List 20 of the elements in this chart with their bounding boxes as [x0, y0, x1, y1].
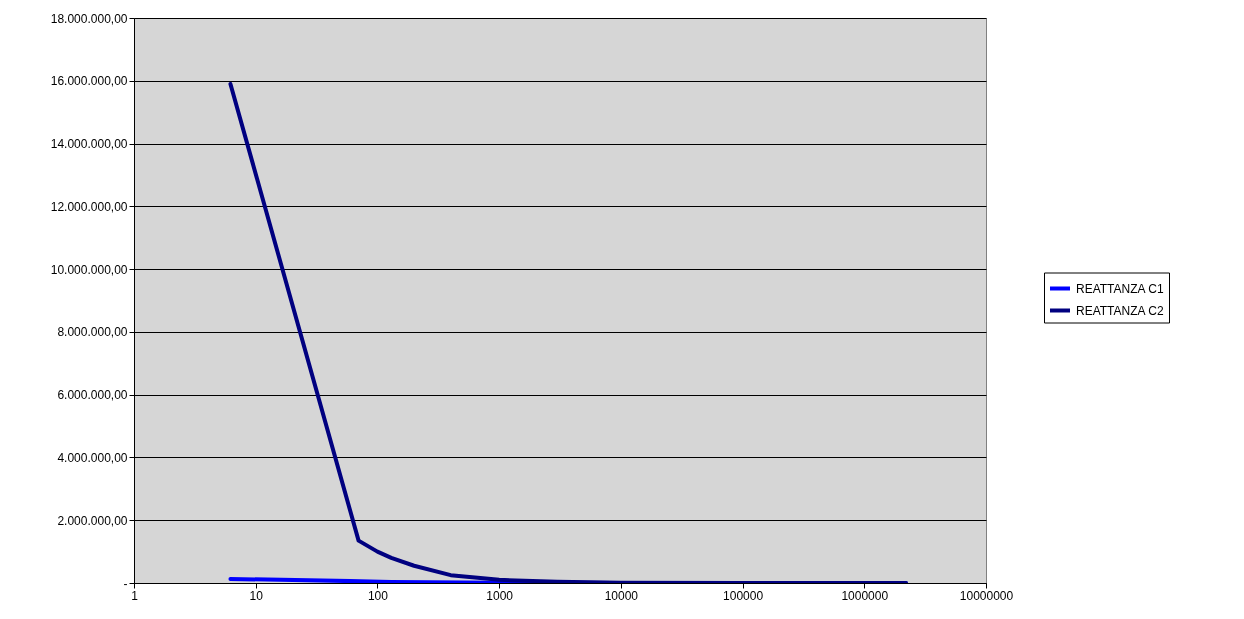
x-tick-label: 100000 [723, 588, 764, 603]
y-tick-label: 18.000.000,00 [50, 11, 128, 26]
x-tick-label: 10 [249, 588, 264, 603]
y-tick-label: 12.000.000,00 [50, 199, 128, 214]
y-tick-label: 2.000.000,00 [57, 513, 128, 528]
legend-label: REATTANZA C1 [1076, 281, 1164, 296]
x-tick-label: 100 [367, 588, 389, 603]
y-tick-label: 4.000.000,00 [57, 450, 128, 465]
x-tick-label: 1000 [486, 588, 514, 603]
y-tick-label: 8.000.000,00 [57, 325, 128, 340]
y-tick-label: 10.000.000,00 [50, 262, 128, 277]
legend-label: REATTANZA C2 [1076, 303, 1164, 318]
x-tick-label: 10000 [604, 588, 639, 603]
x-tick-label: 10000000 [959, 588, 1014, 603]
x-tick-label: 1000000 [841, 588, 889, 603]
y-tick-label: - [123, 576, 128, 591]
y-tick-label: 6.000.000,00 [57, 388, 128, 403]
y-tick-label: 16.000.000,00 [50, 74, 128, 89]
y-tick-label: 14.000.000,00 [50, 137, 128, 152]
x-tick-label: 1 [131, 588, 139, 603]
